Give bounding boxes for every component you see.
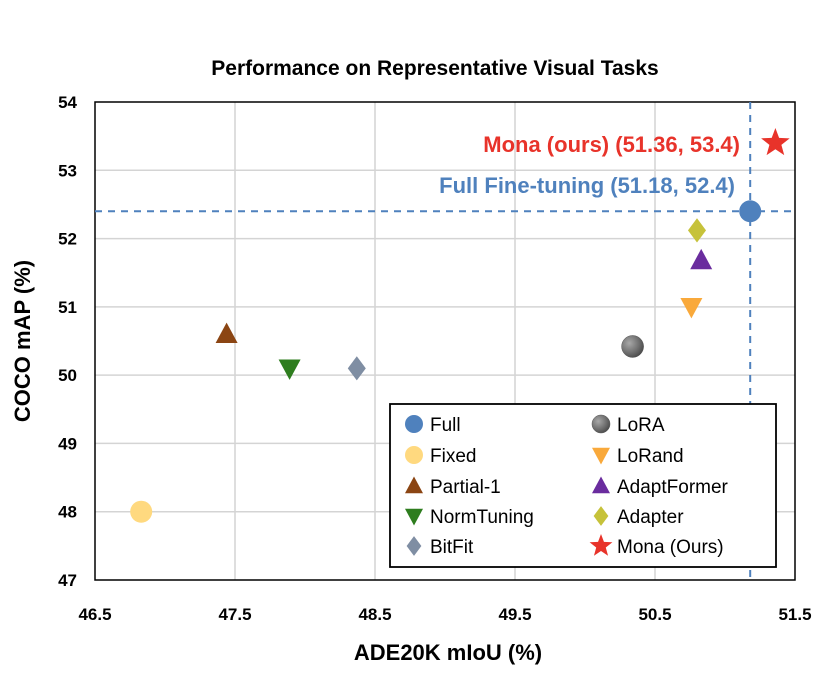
y-tick-label: 53	[58, 161, 77, 180]
point-mona-ours	[761, 127, 790, 156]
legend-marker-adaptformer	[592, 476, 610, 494]
legend-marker-full	[405, 415, 423, 433]
point-adaptformer	[690, 248, 713, 270]
point-partial-1	[215, 322, 238, 343]
legend-marker-mona-ours	[589, 534, 613, 556]
x-tick-label: 47.5	[218, 605, 251, 624]
legend-marker-lora	[591, 414, 611, 434]
data-points	[130, 127, 790, 523]
point-fixed	[130, 500, 153, 523]
chart-title: Performance on Representative Visual Tas…	[211, 57, 658, 80]
legend-label-partial-1: Partial-1	[430, 477, 501, 498]
point-lora	[621, 335, 644, 358]
x-tick-label: 51.5	[778, 605, 811, 624]
legend-marker-normtuning	[405, 508, 423, 526]
annotation-full-fine-tuning: Full Fine-tuning (51.18, 52.4)	[439, 173, 735, 198]
y-tick-label: 52	[58, 230, 77, 249]
legend-label-fixed: Fixed	[430, 446, 476, 467]
x-tick-label: 46.5	[78, 605, 111, 624]
x-tick-label: 48.5	[358, 605, 391, 624]
x-axis-ticks: 46.5 47.5 48.5 49.5 50.5 51.5	[78, 605, 811, 624]
x-axis-label: ADE20K mIoU (%)	[354, 640, 542, 665]
legend: Full Fixed Partial-1 NormTuning BitFit LoRA Lo…	[389, 403, 777, 568]
legend-label-lora: LoRA	[617, 415, 665, 436]
point-adapter	[687, 218, 707, 243]
legend-label-adapter: Adapter	[617, 507, 684, 528]
legend-label-full: Full	[430, 415, 461, 436]
x-tick-label: 50.5	[638, 605, 671, 624]
plot-area-border	[94, 101, 796, 581]
legend-label-bitfit: BitFit	[430, 537, 474, 558]
y-tick-label: 48	[58, 503, 77, 522]
legend-marker-fixed	[405, 446, 423, 464]
point-normtuning	[278, 359, 301, 380]
legend-marker-lorand	[592, 447, 610, 465]
legend-label-normtuning: NormTuning	[430, 507, 534, 528]
legend-marker-adapter	[593, 506, 609, 526]
point-full	[739, 200, 762, 223]
legend-box	[389, 403, 777, 568]
legend-label-adaptformer: AdaptFormer	[617, 477, 729, 498]
y-tick-label: 49	[58, 434, 77, 453]
reference-lines	[95, 102, 795, 580]
legend-marker-partial-1	[405, 476, 423, 494]
point-lorand	[680, 298, 703, 319]
y-tick-label: 54	[58, 93, 77, 112]
annotation-mona: Mona (ours) (51.36, 53.4)	[483, 132, 740, 157]
x-tick-label: 49.5	[498, 605, 531, 624]
legend-label-mona-ours: Mona (Ours)	[617, 537, 724, 558]
y-tick-label: 47	[58, 571, 77, 590]
legend-label-lorand: LoRand	[617, 446, 684, 467]
y-axis-ticks: 47 48 49 50 51 52 53 54	[58, 93, 77, 590]
y-tick-label: 51	[58, 298, 77, 317]
point-bitfit	[347, 356, 366, 381]
legend-marker-bitfit	[406, 536, 422, 556]
y-tick-label: 50	[58, 366, 77, 385]
y-axis-label: COCO mAP (%)	[10, 260, 35, 422]
